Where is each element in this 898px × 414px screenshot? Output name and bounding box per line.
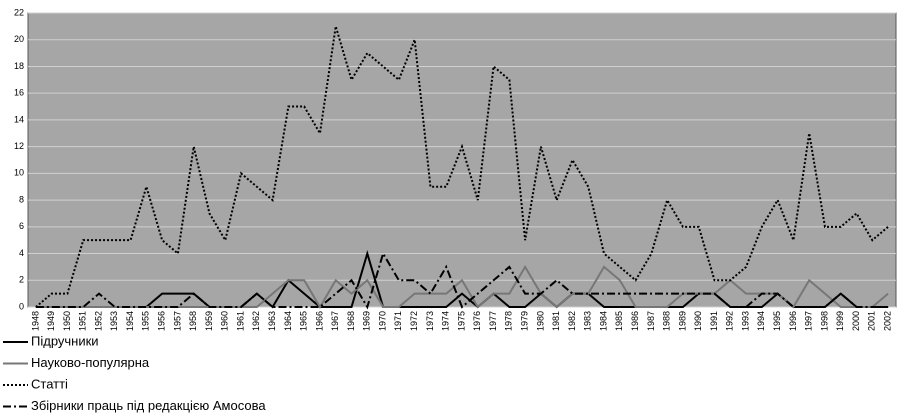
x-tick-label: 1989 — [677, 311, 687, 331]
x-tick-label: 1972 — [409, 311, 419, 331]
x-tick-label: 1955 — [141, 311, 151, 331]
y-tick-label: 6 — [19, 221, 24, 231]
x-tick-label: 1952 — [93, 311, 103, 331]
x-tick-label: 1960 — [220, 311, 230, 331]
x-tick-label: 1986 — [630, 311, 640, 331]
x-tick-label: 1980 — [535, 311, 545, 331]
x-tick-label: 1965 — [299, 311, 309, 331]
y-tick-label: 16 — [14, 88, 24, 98]
x-tick-label: 1951 — [78, 311, 88, 331]
series-line — [35, 250, 889, 309]
x-tick-label: 1987 — [646, 311, 656, 331]
x-tick-label: 1997 — [804, 311, 814, 331]
x-tick-label: 1992 — [725, 311, 735, 331]
x-tick-label: 2002 — [882, 311, 892, 331]
x-tick-label: 2000 — [851, 311, 861, 331]
series-line — [35, 26, 889, 308]
y-tick-label: 10 — [14, 168, 24, 178]
x-tick-label: 1959 — [204, 311, 214, 331]
x-tick-label: 1976 — [472, 311, 482, 331]
legend-label: Статті — [31, 376, 68, 391]
x-tick-label: 1963 — [267, 311, 277, 331]
x-tick-label: 1953 — [109, 311, 119, 331]
x-tick-label: 1968 — [346, 311, 356, 331]
y-tick-label: 20 — [14, 34, 24, 44]
y-tick-label: 18 — [14, 61, 24, 71]
y-tick-label: 2 — [19, 275, 24, 285]
x-tick-label: 1970 — [377, 311, 387, 331]
x-tick-label: 1991 — [709, 311, 719, 331]
x-tick-label: 1990 — [693, 311, 703, 331]
x-tick-label: 1962 — [251, 311, 261, 331]
x-tick-label: 1983 — [583, 311, 593, 331]
legend-label: Науково-популярна — [31, 355, 150, 370]
x-tick-label: 1977 — [488, 311, 498, 331]
y-tick-label: 12 — [14, 141, 24, 151]
x-tick-label: 1984 — [598, 311, 608, 331]
x-tick-label: 1994 — [756, 311, 766, 331]
x-tick-label: 1975 — [456, 311, 466, 331]
x-tick-label: 1957 — [172, 311, 182, 331]
x-tick-label: 1971 — [393, 311, 403, 331]
x-tick-label: 1998 — [819, 311, 829, 331]
x-tick-label: 1958 — [188, 311, 198, 331]
x-tick-label: 1973 — [425, 311, 435, 331]
x-tick-label: 1988 — [662, 311, 672, 331]
x-tick-label: 1961 — [235, 311, 245, 331]
x-tick-label: 1996 — [788, 311, 798, 331]
x-tick-label: 1974 — [441, 311, 451, 331]
y-tick-label: 0 — [19, 301, 24, 311]
y-tick-label: 22 — [14, 7, 24, 17]
plot-area — [27, 12, 897, 308]
x-tick-label: 1978 — [504, 311, 514, 331]
legend-label: Підручники — [31, 333, 99, 348]
x-tick-label: 1964 — [283, 311, 293, 331]
x-tick-label: 1950 — [62, 311, 72, 331]
x-tick-label: 1995 — [772, 311, 782, 331]
x-tick-label: 1966 — [314, 311, 324, 331]
x-tick-label: 1954 — [125, 311, 135, 331]
y-tick-label: 4 — [19, 248, 24, 258]
x-tick-label: 1993 — [740, 311, 750, 331]
legend-label: Збірники праць під редакцією Амосова — [31, 398, 266, 413]
x-tick-label: 1982 — [567, 311, 577, 331]
x-tick-label: 1949 — [46, 311, 56, 331]
y-tick-label: 8 — [19, 194, 24, 204]
x-tick-label: 2001 — [867, 311, 877, 331]
series-line — [35, 251, 889, 310]
x-tick-label: 1969 — [362, 311, 372, 331]
x-tick-label: 1956 — [157, 311, 167, 331]
x-tick-label: 1985 — [614, 311, 624, 331]
x-tick-label: 1967 — [330, 311, 340, 331]
y-tick-label: 14 — [14, 114, 24, 124]
x-tick-label: 1981 — [551, 311, 561, 331]
x-tick-label: 1979 — [520, 311, 530, 331]
x-tick-label: 1948 — [30, 311, 40, 331]
x-tick-label: 1999 — [835, 311, 845, 331]
